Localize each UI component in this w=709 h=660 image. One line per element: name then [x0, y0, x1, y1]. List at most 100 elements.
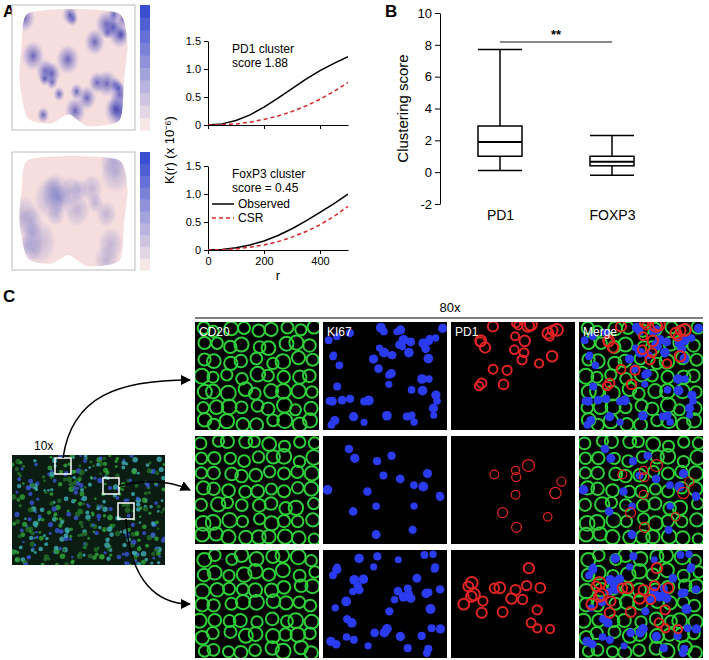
overview-dot	[139, 506, 143, 510]
nucleus	[426, 604, 436, 614]
overview-dot	[96, 463, 100, 467]
color-bar-step	[140, 93, 150, 106]
cell-membrane	[266, 483, 277, 494]
cell-membrane	[262, 403, 275, 416]
overview-dot	[151, 552, 155, 556]
pd1-cell	[646, 595, 655, 604]
box-chart: -20246810PD1FOXP3Clustering score**	[394, 6, 636, 223]
overview-dot	[77, 554, 82, 559]
tick-mark	[320, 125, 321, 129]
cell-membrane	[225, 453, 236, 464]
nucleus	[582, 637, 591, 646]
figure: ABC00.51.01.5PD1 clusterscore 1.88K(r) (…	[0, 0, 709, 660]
pd1-cell	[533, 624, 541, 632]
overview-dot	[71, 486, 75, 490]
overview-dot	[149, 505, 153, 509]
nucleus	[625, 354, 634, 363]
overview-dot	[124, 561, 127, 564]
nucleus	[332, 604, 339, 611]
overview-dot	[157, 505, 161, 509]
overview-dot	[158, 555, 161, 558]
pd1-cell	[511, 332, 519, 340]
overview-dot	[104, 542, 110, 548]
pd1-cell	[663, 583, 673, 593]
cell-membrane	[220, 414, 234, 428]
overview-dot	[161, 476, 165, 480]
overview-dot	[135, 532, 139, 536]
cell-membrane	[237, 516, 248, 527]
nucleus	[374, 364, 383, 373]
annotation: FoxP3 cluster	[232, 167, 305, 181]
density-blob	[104, 94, 129, 127]
overview-dot	[136, 502, 140, 506]
nucleus	[370, 563, 377, 570]
cell-membrane	[222, 484, 235, 497]
cell-membrane	[207, 372, 218, 383]
pd1-cell	[640, 522, 650, 532]
overview-dot	[160, 511, 163, 514]
cell-membrane	[249, 644, 261, 656]
overview-dot	[28, 517, 32, 521]
overview-dot	[44, 542, 48, 546]
overview-dot	[109, 532, 114, 537]
overview-dot	[108, 455, 111, 457]
overview-dot	[66, 512, 71, 517]
overview-dot	[161, 499, 164, 502]
cell-membrane	[221, 386, 236, 401]
overview-dot	[121, 488, 124, 491]
overview-dot	[106, 557, 110, 561]
overview-dot	[20, 467, 23, 470]
tick	[264, 125, 265, 129]
overview-dot	[34, 544, 37, 547]
nucleus	[334, 563, 341, 570]
pd1-cell	[522, 322, 534, 332]
cell-membrane	[207, 354, 221, 368]
overview-dot	[78, 479, 81, 482]
overview-dot	[127, 514, 131, 518]
overview-dot	[151, 522, 156, 527]
pd1-cell	[477, 608, 487, 618]
pd1-cell	[525, 322, 537, 331]
cell-membrane	[239, 531, 252, 544]
cell-membrane	[579, 437, 590, 449]
overview-dot	[85, 510, 89, 514]
cell-membrane	[223, 583, 235, 595]
overview-dot	[141, 551, 147, 557]
pd1-cell	[652, 563, 662, 573]
tick: 10	[418, 6, 440, 21]
tick: 1.0	[186, 188, 208, 200]
overview-dot	[87, 505, 91, 509]
pd1-cell	[648, 348, 657, 357]
nucleus	[582, 397, 590, 405]
cell-membrane	[291, 628, 305, 642]
color-bar-step	[140, 118, 150, 131]
nucleus	[376, 323, 386, 333]
overview-dot	[91, 512, 94, 515]
overview-dot	[137, 546, 142, 551]
overview-dot	[42, 475, 46, 479]
nucleus	[687, 565, 695, 573]
nucleus	[372, 530, 381, 539]
cell-membrane	[591, 372, 602, 383]
cell-membrane	[633, 436, 644, 447]
overview-dot	[115, 473, 119, 477]
pd1-cell	[535, 583, 545, 593]
overview-dot	[107, 515, 112, 520]
overview-dot	[45, 537, 49, 541]
cell-membrane	[276, 644, 291, 658]
cell-membrane	[305, 615, 319, 629]
overview-dot	[20, 494, 25, 499]
nucleus	[373, 552, 381, 560]
color-bar-step	[140, 246, 150, 258]
micrograph-background	[195, 550, 319, 658]
tick-label: 8	[425, 37, 432, 52]
overview-dot	[85, 515, 90, 520]
overview-dot	[53, 512, 57, 516]
cell-membrane	[661, 371, 674, 384]
overview-dot	[90, 476, 93, 479]
overview-dot	[12, 549, 16, 554]
tick-label: 1.0	[186, 188, 201, 200]
overview-dot	[132, 551, 137, 556]
cell-membrane	[278, 529, 292, 543]
pd1-cell	[550, 487, 561, 498]
